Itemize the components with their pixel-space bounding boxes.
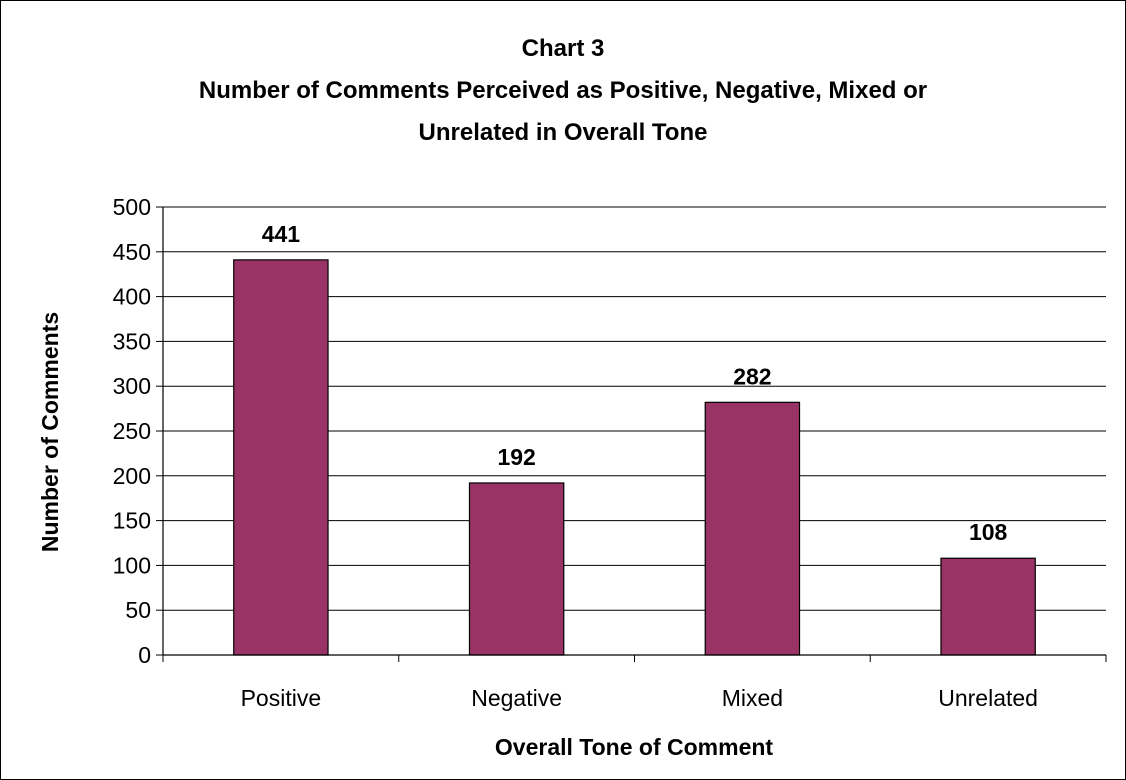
bar-negative xyxy=(468,482,565,656)
data-label-mixed: 282 xyxy=(733,363,771,389)
y-tick-label: 200 xyxy=(113,463,151,489)
y-tick-label: 50 xyxy=(125,597,151,623)
bar-positive xyxy=(233,259,329,656)
x-axis-title: Overall Tone of Comment xyxy=(495,734,774,760)
x-category-label: Mixed xyxy=(722,685,783,711)
y-axis-title: Number of Comments xyxy=(37,312,63,552)
y-tick-label: 0 xyxy=(138,642,151,668)
y-tick-label: 150 xyxy=(113,508,151,534)
bars xyxy=(233,259,1036,656)
data-label-unrelated: 108 xyxy=(969,519,1008,545)
y-tick-label: 500 xyxy=(113,194,151,220)
data-label-positive: 441 xyxy=(262,221,301,247)
labels: 0 50 100 150 200 250 300 350 400 450 500 441 Positiv… xyxy=(113,194,1038,711)
y-tick-label: 250 xyxy=(113,418,151,444)
y-tick-label: 450 xyxy=(113,239,151,265)
x-category-label: Positive xyxy=(241,685,322,711)
y-tick-label: 300 xyxy=(113,373,151,399)
y-tick-label: 400 xyxy=(113,284,151,310)
axes xyxy=(156,206,1107,662)
data-label-negative: 192 xyxy=(497,444,535,470)
bar-mixed xyxy=(704,401,801,656)
chart-title-line-1: Chart 3 xyxy=(522,35,605,62)
chart-title-line-3: Unrelated in Overall Tone xyxy=(419,119,708,146)
y-tick-label: 350 xyxy=(113,328,151,354)
y-tick-label: 100 xyxy=(113,552,151,578)
x-category-label: Negative xyxy=(471,685,562,711)
x-category-label: Unrelated xyxy=(938,685,1038,711)
bar-unrelated xyxy=(940,557,1036,656)
chart-title-line-2: Number of Comments Perceived as Positive… xyxy=(199,77,927,104)
